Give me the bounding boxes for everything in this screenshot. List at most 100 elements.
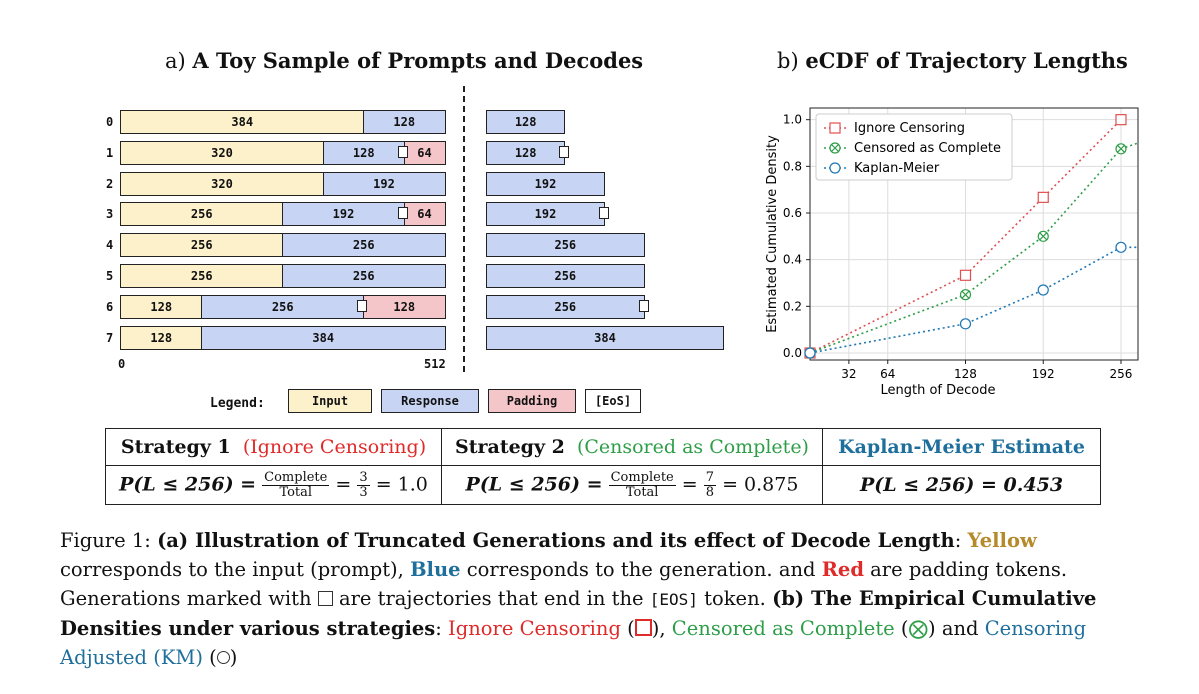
input-segment: 128 [120,326,203,350]
response-segment: 192 [322,172,446,196]
axis-max-label: 512 [424,357,446,371]
padding-segment: 128 [363,295,446,319]
caption-a-bold: (a) Illustration of Truncated Generation… [157,529,955,552]
data-point [959,269,972,281]
caption-yellow: Yellow [967,529,1037,552]
s2-complete-total-frac: Complete Total [608,470,676,500]
y-tick-label: 0.8 [783,159,802,173]
decode-bar: 256 [486,233,645,257]
y-tick-label: 0.4 [783,253,802,267]
square-marker-icon [317,591,333,606]
legend-label: Kaplan-Meier [854,161,940,176]
response-segment: 128 [363,110,446,134]
padding-segment: 64 [403,202,446,226]
data-point [1037,191,1049,203]
caption-censored-complete: Censored as Complete [671,617,895,640]
series-line-0 [810,119,1122,354]
input-segment: 256 [120,264,284,288]
y-tick-label: 0.2 [783,299,802,313]
legend-label: Ignore Censoring [854,121,965,136]
km-header: Kaplan-Meier Estimate [822,428,1101,466]
input-segment: 256 [120,202,284,226]
eos-marker-icon [638,300,649,312]
axis-min-label: 0 [118,357,126,371]
strategy-2-sub: (Censored as Complete) [576,436,809,458]
caption-eos: [EOS] [649,590,698,609]
series-line-2 [810,246,1138,354]
caption-t5: are trajectories that end in the [338,587,644,610]
y-tick-label: 1.0 [783,113,802,127]
decode-bar: 128 [486,141,566,165]
legend-input: Input [288,389,372,413]
s2-den: 8 [705,484,715,500]
legend-label: Censored as Complete [854,141,1001,156]
legend-marker [829,122,841,134]
panel-b-prefix: b) [777,49,799,73]
caption-b-bold: (b) The Empirical Cumulative Densities u… [60,587,1097,640]
strategy-1-title: Strategy 1 [120,436,231,458]
s1-num: 3 [357,469,370,486]
caption-t1: corresponds to the input (prompt), [60,558,404,581]
km-title: Kaplan-Meier Estimate [838,436,1085,458]
strategy-2-title: Strategy 2 [455,436,565,458]
panel-b-title: b) eCDF of Trajectory Lengths [777,48,1128,73]
divider [463,86,465,372]
eos-marker-icon [397,146,408,158]
decode-bar: 192 [486,172,605,196]
data-point [1115,114,1127,126]
y-tick-label: 0.6 [783,206,802,220]
caption-fig-label: Figure 1: [60,529,151,552]
eos-marker-icon [357,300,367,312]
legend-response: Response [381,389,479,413]
row-label: 6 [106,300,114,314]
row-label: 0 [106,115,114,129]
response-segment: 256 [282,233,446,257]
x-tick-label: 128 [954,367,977,381]
row-label: 4 [106,238,114,252]
series-line-1 [810,142,1138,354]
row-label: 3 [106,207,114,221]
x-tick-label: 64 [880,367,895,381]
caption-ignore-censoring: Ignore Censoring [448,617,621,640]
s1-frac-den: Total [279,484,313,500]
input-segment: 128 [120,295,203,319]
data-point [1115,241,1127,253]
legend-title: Legend: [210,396,265,411]
caption-censoring-adjusted: Censoring Adjusted (KM) [60,617,1087,669]
response-segment: 192 [282,202,405,226]
response-segment: 256 [282,264,446,288]
caption-t4: Generations marked with [60,587,312,610]
strategy-1-sub: (Ignore Censoring) [242,436,427,458]
data-point [804,347,816,359]
input-segment: 320 [120,172,324,196]
input-segment: 320 [120,141,324,165]
panel-a-title: a) A Toy Sample of Prompts and Decodes [165,48,643,73]
padding-segment: 64 [403,141,446,165]
panel-a-title-text: A Toy Sample of Prompts and Decodes [192,48,644,73]
s1-frac-num: Complete [262,469,330,486]
data-point-cross [1039,232,1048,241]
decode-bar: 384 [486,326,724,350]
s1-prob-expr: P(L ≤ 256) = [119,473,257,495]
decode-bar: 192 [486,202,605,226]
input-segment: 384 [120,110,365,134]
circle-marker-icon [216,651,230,664]
s1-value: = 1.0 [375,473,428,495]
x-tick-label: 192 [1032,367,1055,381]
response-segment: 128 [322,141,405,165]
data-point [959,318,972,330]
strategy-table: Strategy 1 (Ignore Censoring) Strategy 2… [105,428,1101,505]
eos-marker-icon [559,146,570,158]
y-tick-label: 0.0 [783,346,802,360]
strategy-2-header: Strategy 2 (Censored as Complete) [441,428,823,466]
red-square-icon [634,619,652,636]
x-tick-label: 256 [1110,367,1133,381]
eos-marker-icon [397,207,408,219]
input-segment: 256 [120,233,284,257]
data-point-cross [961,290,970,299]
km-formula: P(L ≤ 256) = 0.453 [822,465,1101,505]
